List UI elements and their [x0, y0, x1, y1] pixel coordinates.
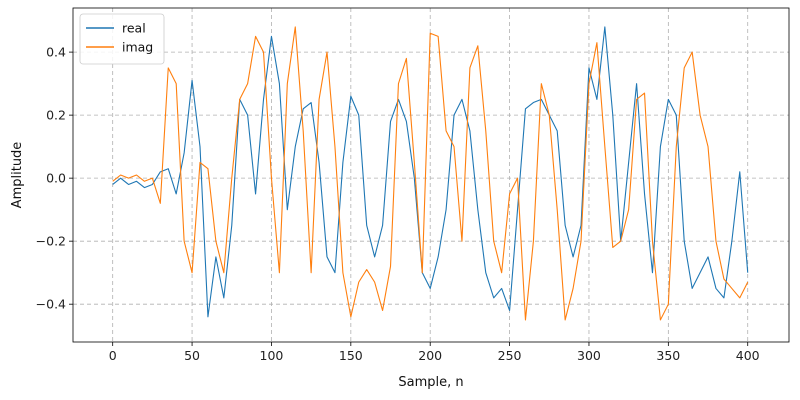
- series-layer: [112, 26, 749, 321]
- y-tick-label: −0.4: [36, 297, 66, 312]
- x-tick-label: 50: [184, 348, 200, 363]
- series-line-imag: [112, 26, 749, 321]
- x-tick-label: 350: [656, 348, 680, 363]
- x-axis-label: Sample, n: [398, 375, 463, 390]
- x-tick-label: 300: [577, 348, 601, 363]
- x-tick-label: 100: [260, 348, 284, 363]
- legend-label-imag: imag: [122, 40, 153, 55]
- legend-box: [79, 13, 165, 65]
- y-axis-ticks: −0.4 −0.2 0.0 0.2 0.4: [36, 45, 73, 312]
- y-axis-label: Amplitude: [10, 142, 25, 209]
- x-tick-label: 150: [339, 348, 363, 363]
- grid: [73, 8, 789, 342]
- plot-frame: [72, 7, 790, 343]
- y-tick-label: 0.2: [46, 108, 66, 123]
- legend: real imag: [79, 13, 165, 65]
- x-tick-label: 0: [109, 348, 117, 363]
- series-line-real: [112, 26, 749, 318]
- y-tick-label: −0.2: [36, 234, 66, 249]
- legend-label-real: real: [122, 21, 146, 36]
- y-tick-label: 0.0: [46, 171, 66, 186]
- x-tick-label: 400: [736, 348, 760, 363]
- x-axis-ticks: 0 50 100 150 200 250 300 350 400: [109, 342, 760, 363]
- x-tick-label: 200: [418, 348, 442, 363]
- x-tick-label: 250: [498, 348, 522, 363]
- y-tick-label: 0.4: [46, 45, 66, 60]
